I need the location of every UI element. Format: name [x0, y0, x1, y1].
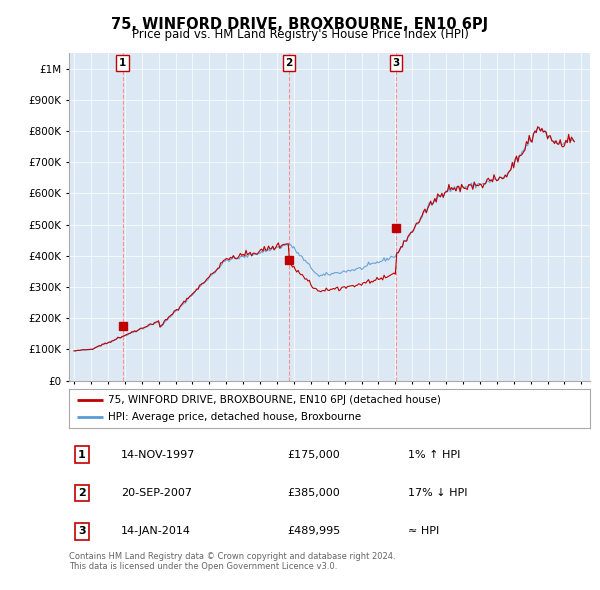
- Text: 17% ↓ HPI: 17% ↓ HPI: [407, 488, 467, 498]
- Text: Contains HM Land Registry data © Crown copyright and database right 2024.
This d: Contains HM Land Registry data © Crown c…: [69, 552, 395, 571]
- Text: 14-NOV-1997: 14-NOV-1997: [121, 450, 196, 460]
- Text: 75, WINFORD DRIVE, BROXBOURNE, EN10 6PJ: 75, WINFORD DRIVE, BROXBOURNE, EN10 6PJ: [112, 17, 488, 31]
- Text: 3: 3: [392, 58, 400, 68]
- Text: 20-SEP-2007: 20-SEP-2007: [121, 488, 192, 498]
- Text: 1: 1: [78, 450, 86, 460]
- Text: 1% ↑ HPI: 1% ↑ HPI: [407, 450, 460, 460]
- Text: £489,995: £489,995: [288, 526, 341, 536]
- Text: Price paid vs. HM Land Registry's House Price Index (HPI): Price paid vs. HM Land Registry's House …: [131, 28, 469, 41]
- Text: £175,000: £175,000: [288, 450, 340, 460]
- Text: 2: 2: [78, 488, 86, 498]
- Text: 1: 1: [119, 58, 126, 68]
- Text: HPI: Average price, detached house, Broxbourne: HPI: Average price, detached house, Brox…: [108, 412, 361, 422]
- Text: 14-JAN-2014: 14-JAN-2014: [121, 526, 191, 536]
- Text: ≈ HPI: ≈ HPI: [407, 526, 439, 536]
- Text: 2: 2: [286, 58, 293, 68]
- Text: £385,000: £385,000: [288, 488, 340, 498]
- Text: 3: 3: [78, 526, 86, 536]
- Text: 75, WINFORD DRIVE, BROXBOURNE, EN10 6PJ (detached house): 75, WINFORD DRIVE, BROXBOURNE, EN10 6PJ …: [108, 395, 441, 405]
